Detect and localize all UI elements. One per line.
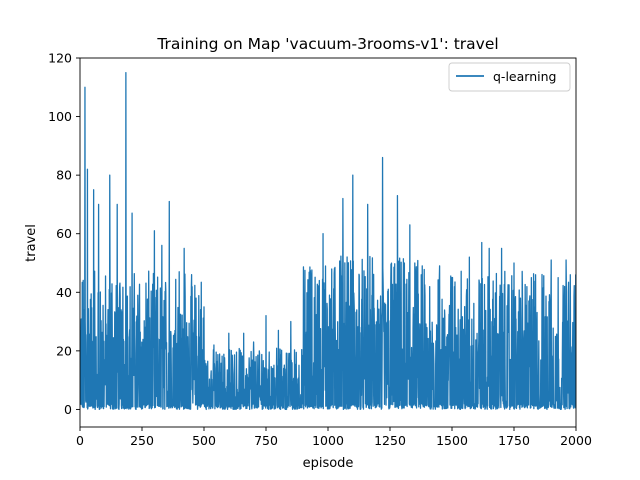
x-axis-label: episode — [303, 456, 354, 471]
y-axis-label: travel — [24, 224, 39, 262]
y-tick-label: 120 — [48, 51, 72, 66]
x-tick-label: 1500 — [436, 433, 468, 448]
x-tick-label: 750 — [254, 433, 278, 448]
y-axis: 0 20 40 60 80 100 120 — [48, 51, 80, 417]
x-axis: 0 250 500 750 1000 1250 1500 1750 2000 — [76, 427, 592, 448]
x-tick-label: 2000 — [560, 433, 592, 448]
series-layer — [80, 71, 576, 411]
series-line-q-learning — [80, 71, 576, 411]
y-tick-label: 20 — [56, 343, 72, 358]
y-tick-label: 0 — [64, 402, 72, 417]
y-tick-label: 40 — [56, 285, 72, 300]
y-tick-label: 100 — [48, 109, 72, 124]
y-tick-label: 60 — [56, 226, 72, 241]
y-tick-label: 80 — [56, 168, 72, 183]
x-tick-label: 1750 — [498, 433, 530, 448]
legend: q-learning — [448, 62, 571, 92]
plot-area — [80, 71, 576, 411]
x-tick-label: 0 — [76, 433, 84, 448]
x-tick-label: 1000 — [312, 433, 344, 448]
legend-label: q-learning — [493, 69, 556, 84]
x-tick-label: 1250 — [374, 433, 406, 448]
x-tick-label: 250 — [130, 433, 154, 448]
x-tick-label: 500 — [192, 433, 216, 448]
chart-title: Training on Map 'vacuum-3rooms-v1': trav… — [156, 35, 498, 53]
legend-box — [448, 62, 571, 92]
